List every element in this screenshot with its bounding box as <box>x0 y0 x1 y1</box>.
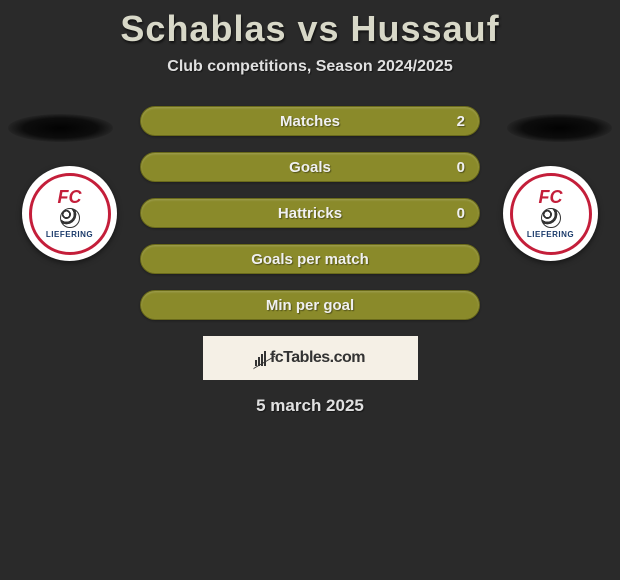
stat-right-value: 2 <box>457 113 465 130</box>
stat-label: Goals <box>289 159 331 176</box>
brand-text: fcTables.com <box>270 349 365 367</box>
stat-label: Goals per match <box>251 251 369 268</box>
stat-right-value: 0 <box>457 205 465 222</box>
page-subtitle: Club competitions, Season 2024/2025 <box>0 58 620 76</box>
badge-inner-left: FC LIEFERING <box>29 173 111 255</box>
brand-box: fcTables.com <box>203 336 418 380</box>
date-text: 5 march 2025 <box>0 396 620 416</box>
stat-label: Min per goal <box>266 297 354 314</box>
stat-row-matches: Matches 2 <box>140 106 480 136</box>
stat-label: Hattricks <box>278 205 342 222</box>
badge-bottom-text-right: LIEFERING <box>527 230 574 239</box>
stat-label: Matches <box>280 113 340 130</box>
club-badge-left: FC LIEFERING <box>22 166 117 261</box>
shadow-left <box>8 114 113 142</box>
stat-row-goals-per-match: Goals per match <box>140 244 480 274</box>
stat-row-goals: Goals 0 <box>140 152 480 182</box>
stat-row-min-per-goal: Min per goal <box>140 290 480 320</box>
stat-right-value: 0 <box>457 159 465 176</box>
club-badge-right: FC LIEFERING <box>503 166 598 261</box>
stat-rows: Matches 2 Goals 0 Hattricks 0 Goals per … <box>140 106 480 320</box>
shadow-right <box>507 114 612 142</box>
soccer-ball-icon <box>60 208 80 228</box>
badge-inner-right: FC LIEFERING <box>510 173 592 255</box>
stat-row-hattricks: Hattricks 0 <box>140 198 480 228</box>
page-title: Schablas vs Hussauf <box>0 0 620 50</box>
bar-chart-icon <box>255 351 266 366</box>
soccer-ball-icon <box>541 208 561 228</box>
brand-logo: fcTables.com <box>255 349 365 367</box>
badge-top-text-right: FC <box>539 188 563 206</box>
main-area: FC LIEFERING FC LIEFERING Matches 2 Goal… <box>0 106 620 416</box>
badge-bottom-text-left: LIEFERING <box>46 230 93 239</box>
badge-top-text-left: FC <box>58 188 82 206</box>
